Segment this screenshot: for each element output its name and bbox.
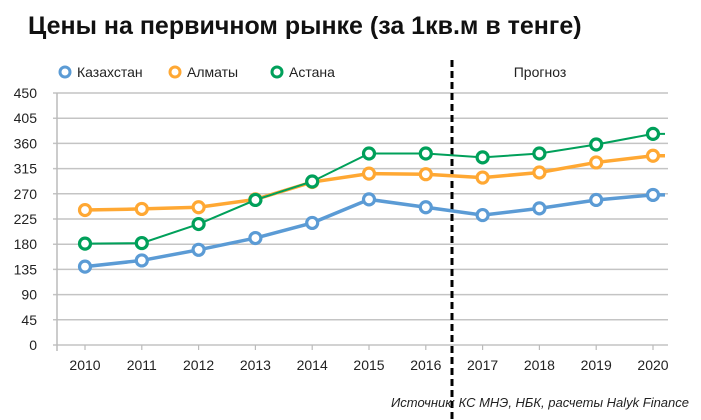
x-tick-label: 2015 bbox=[353, 357, 384, 373]
data-point bbox=[645, 126, 661, 141]
legend-label: Алматы bbox=[187, 64, 238, 80]
data-point bbox=[134, 201, 149, 217]
data-point bbox=[191, 200, 206, 215]
legend-marker-2 bbox=[270, 65, 284, 79]
data-point bbox=[248, 230, 263, 246]
data-point bbox=[418, 200, 433, 215]
series-line-2 bbox=[84, 132, 665, 245]
x-tick-label: 2014 bbox=[297, 357, 328, 373]
x-tick-label: 2020 bbox=[637, 357, 668, 373]
data-point bbox=[305, 215, 320, 231]
data-point bbox=[475, 207, 490, 223]
data-point bbox=[645, 187, 661, 203]
x-tick-label: 2019 bbox=[581, 357, 612, 373]
y-tick-label: 180 bbox=[14, 236, 38, 252]
data-point bbox=[305, 174, 320, 189]
x-tick-label: 2017 bbox=[467, 357, 498, 373]
data-point bbox=[418, 167, 433, 182]
data-point bbox=[134, 253, 149, 268]
data-point bbox=[589, 192, 604, 208]
data-point bbox=[361, 192, 377, 207]
data-point bbox=[191, 216, 206, 232]
x-tick-label: 2012 bbox=[183, 357, 214, 373]
data-point bbox=[77, 202, 93, 218]
data-point bbox=[361, 146, 377, 161]
chart-title: Цены на первичном рынке (за 1кв.м в тенг… bbox=[28, 12, 582, 40]
y-tick-label: 315 bbox=[14, 161, 38, 177]
y-tick-label: 270 bbox=[14, 186, 38, 202]
y-tick-label: 225 bbox=[14, 211, 38, 227]
data-point bbox=[532, 201, 547, 216]
y-tick-label: 360 bbox=[14, 135, 38, 151]
data-point bbox=[77, 259, 93, 274]
data-point bbox=[77, 236, 93, 251]
series-line-1 bbox=[84, 153, 665, 212]
y-tick-label: 405 bbox=[14, 110, 38, 126]
data-point bbox=[589, 155, 604, 170]
data-point bbox=[418, 146, 433, 161]
y-tick-label: 90 bbox=[21, 287, 37, 303]
legend-label: Казахстан bbox=[77, 64, 143, 80]
y-tick-label: 45 bbox=[21, 312, 37, 328]
data-point bbox=[475, 170, 490, 185]
x-tick-label: 2016 bbox=[410, 357, 441, 373]
x-tick-label: 2011 bbox=[127, 357, 157, 373]
data-point bbox=[589, 137, 604, 152]
data-point bbox=[532, 165, 547, 180]
data-point bbox=[361, 166, 377, 181]
series-line-0 bbox=[84, 193, 665, 269]
data-point bbox=[645, 148, 661, 163]
data-point bbox=[191, 242, 206, 257]
x-tick-label: 2013 bbox=[240, 357, 271, 373]
legend-marker-0 bbox=[58, 65, 72, 79]
forecast-label: Прогноз bbox=[514, 64, 567, 80]
y-tick-label: 0 bbox=[29, 337, 37, 353]
source-note: Источник: КС МНЭ, НБК, расчеты Halyk Fin… bbox=[390, 395, 689, 410]
legend-label: Астана bbox=[289, 64, 335, 80]
data-point bbox=[475, 150, 490, 165]
data-point bbox=[248, 192, 263, 208]
y-tick-label: 450 bbox=[14, 85, 38, 101]
x-tick-label: 2018 bbox=[524, 357, 555, 373]
data-point bbox=[134, 235, 149, 251]
legend-marker-1 bbox=[168, 65, 182, 79]
data-point bbox=[532, 146, 547, 161]
x-tick-label: 2010 bbox=[69, 357, 100, 373]
y-tick-label: 135 bbox=[14, 261, 38, 277]
